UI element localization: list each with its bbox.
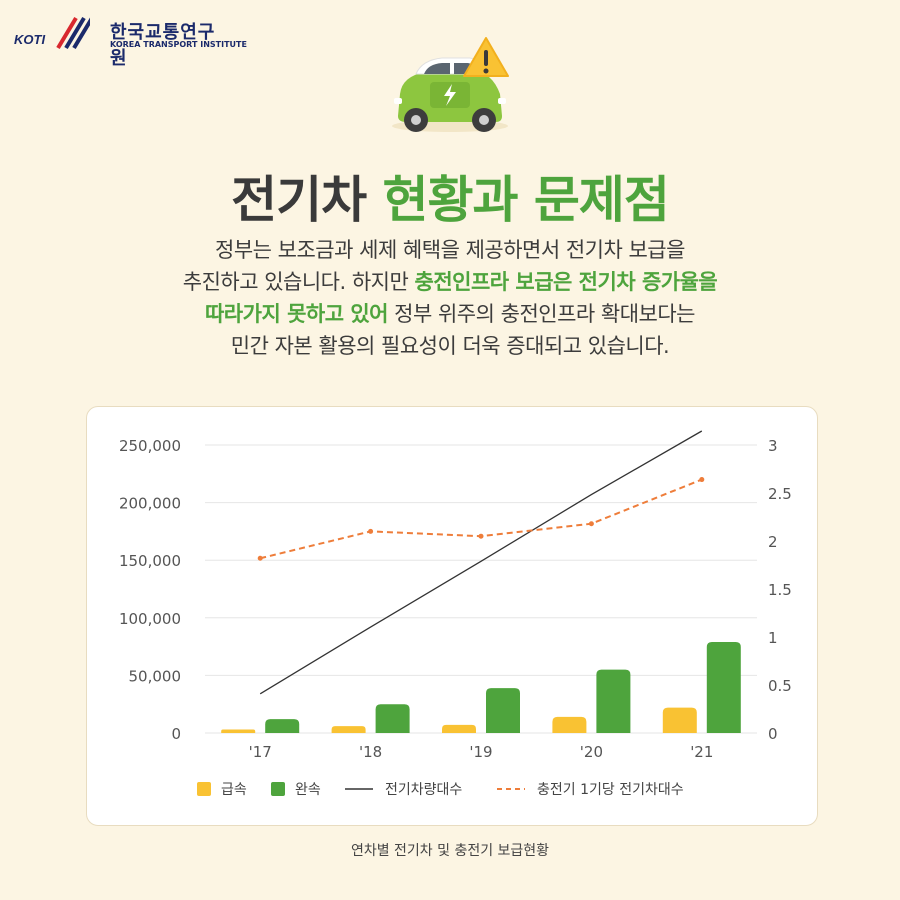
chart-bars — [221, 641, 741, 733]
legend-slow-label: 완속 — [295, 782, 321, 798]
page-title: 전기차 현황과 문제점 — [0, 160, 900, 232]
right-axis-tick-label: 2.5 — [768, 485, 792, 503]
legend-slow-swatch — [271, 782, 285, 796]
right-axis-tick-label: 1.5 — [768, 581, 792, 599]
right-axis-tick-label: 0 — [768, 725, 778, 743]
left-axis-tick-label: 50,000 — [129, 667, 182, 685]
bar-slow — [375, 704, 410, 733]
bar-fast — [221, 729, 256, 733]
right-axis-tick-label: 1 — [768, 629, 778, 647]
chart-card: 0 50,000 100,000 150,000 200,000 250,000 0 0.5… — [86, 406, 818, 826]
x-axis-ticks: '17 '18 '19 '20 '21 — [249, 743, 714, 761]
description-line-2a: 추진하고 있습니다. 하지만 — [182, 270, 415, 294]
bar-slow — [486, 688, 520, 733]
x-axis-tick-label: '17 — [249, 743, 272, 761]
bar-fast — [662, 707, 697, 733]
right-axis-tick-label: 3 — [768, 437, 778, 455]
logo-name-english: KOREA TRANSPORT INSTITUTE — [110, 40, 247, 49]
line-ratio-point — [478, 533, 484, 539]
left-axis-ticks: 0 50,000 100,000 150,000 200,000 250,000 — [119, 437, 181, 743]
bar-slow — [265, 719, 300, 733]
left-axis-tick-label: 100,000 — [119, 610, 181, 628]
left-axis-tick-label: 0 — [171, 725, 181, 743]
description: 정부는 보조금과 세제 혜택을 제공하면서 전기차 보급을 추진하고 있습니다.… — [60, 234, 840, 362]
right-axis-tick-label: 2 — [768, 533, 778, 551]
koti-logo-text: KOTI — [14, 32, 45, 47]
ev-charger-chart: 0 50,000 100,000 150,000 200,000 250,000 0 0.5… — [119, 430, 792, 798]
description-line-2: 추진하고 있습니다. 하지만 충전인프라 보급은 전기차 증가율을 — [60, 266, 840, 298]
x-axis-tick-label: '19 — [469, 743, 492, 761]
description-line-4: 민간 자본 활용의 필요성이 더욱 증대되고 있습니다. — [230, 334, 670, 358]
legend-ratio-label: 충전기 1기당 전기차대수 — [537, 782, 684, 798]
x-axis-tick-label: '18 — [359, 743, 382, 761]
bar-fast — [442, 724, 476, 733]
bar-fast — [552, 716, 587, 733]
title-part-status: 현황과 — [382, 171, 519, 229]
description-line-1: 정부는 보조금과 세제 혜택을 제공하면서 전기차 보급을 — [215, 238, 685, 262]
line-ratio-point — [257, 555, 263, 561]
description-line-3: 따라가지 못하고 있어 정부 위주의 충전인프라 확대보다는 — [60, 298, 840, 330]
left-axis-tick-label: 250,000 — [119, 437, 181, 455]
bar-slow — [596, 669, 631, 733]
right-axis-tick-label: 0.5 — [768, 677, 792, 695]
chart-gridlines — [205, 444, 757, 734]
left-axis-tick-label: 200,000 — [119, 495, 181, 513]
line-ratio — [259, 478, 703, 560]
right-axis-ticks: 0 0.5 1 1.5 2 2.5 3 — [768, 437, 792, 743]
legend-fast-label: 급속 — [221, 782, 247, 798]
line-ratio-point — [588, 521, 594, 527]
line-ratio-point — [368, 528, 374, 534]
logo-name-korean: 한국교통연구원 — [110, 22, 216, 69]
title-part-problems: 문제점 — [533, 171, 670, 229]
electric-car-warning-icon — [392, 37, 509, 132]
x-axis-tick-label: '21 — [690, 743, 713, 761]
line-ev-count — [259, 430, 703, 695]
koti-logo-mark-icon: KOTI — [14, 16, 90, 50]
legend-ev-count-label: 전기차량대수 — [385, 782, 462, 798]
title-part-ev: 전기차 — [231, 171, 367, 229]
chart-legend: 급속 완속 전기차량대수 충전기 1기당 전기차대수 — [197, 782, 684, 798]
description-highlight-1: 충전인프라 보급은 전기차 증가율을 — [414, 270, 718, 294]
bar-fast — [331, 726, 366, 733]
koti-logo: KOTI 한국교통연구원 KOREA TRANSPORT INSTITUTE — [14, 10, 247, 69]
left-axis-tick-label: 150,000 — [119, 552, 181, 570]
legend-fast-swatch — [197, 782, 211, 796]
line-ratio-point — [699, 477, 705, 483]
x-axis-tick-label: '20 — [580, 743, 603, 761]
description-line-3b: 정부 위주의 충전인프라 확대보다는 — [388, 302, 695, 326]
description-highlight-2: 따라가지 못하고 있어 — [204, 302, 389, 326]
chart-caption: 연차별 전기차 및 충전기 보급현황 — [350, 843, 550, 859]
bar-slow — [706, 641, 741, 733]
chart-lines — [257, 430, 705, 695]
